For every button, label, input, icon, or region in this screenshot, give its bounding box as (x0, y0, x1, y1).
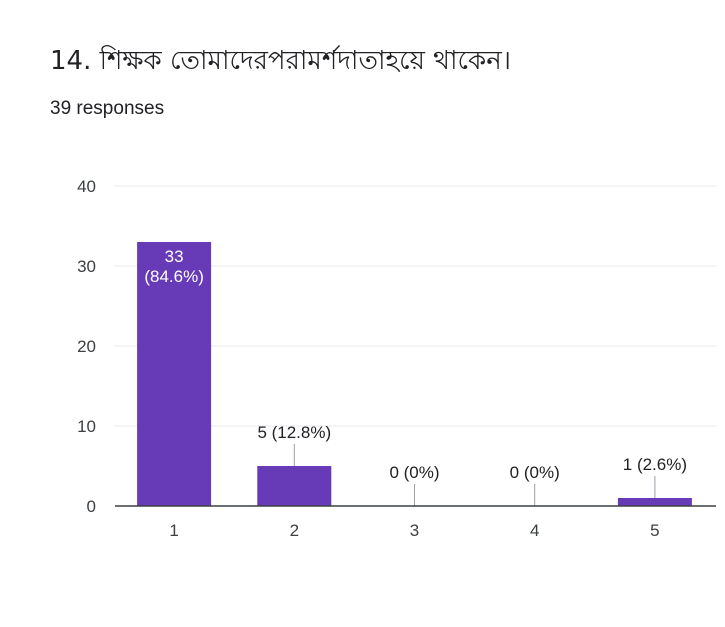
x-tick-label: 1 (169, 521, 178, 540)
y-tick-label: 20 (77, 337, 96, 356)
data-label: 5 (12.8%) (257, 423, 331, 442)
y-tick-label: 10 (77, 417, 96, 436)
y-tick-label: 0 (87, 497, 96, 516)
bar (257, 466, 332, 506)
x-tick-label: 5 (650, 521, 659, 540)
data-label: 33 (84.6%) (144, 247, 204, 286)
y-tick-label: 30 (77, 257, 96, 276)
y-tick-label: 40 (77, 177, 96, 196)
x-tick-label: 2 (290, 521, 299, 540)
bar (617, 498, 692, 506)
response-count: 39 responses (50, 98, 165, 119)
question-title: 14. শিক্ষক তোমাদেরপরামর্শদাতাহয়ে থাকেন। (50, 46, 512, 76)
data-label: 1 (2.6%) (623, 455, 687, 474)
data-label: 0 (0%) (510, 463, 560, 482)
data-label: 0 (0%) (389, 463, 439, 482)
x-tick-label: 4 (530, 521, 539, 540)
x-tick-label: 3 (410, 521, 419, 540)
bar (137, 242, 212, 506)
